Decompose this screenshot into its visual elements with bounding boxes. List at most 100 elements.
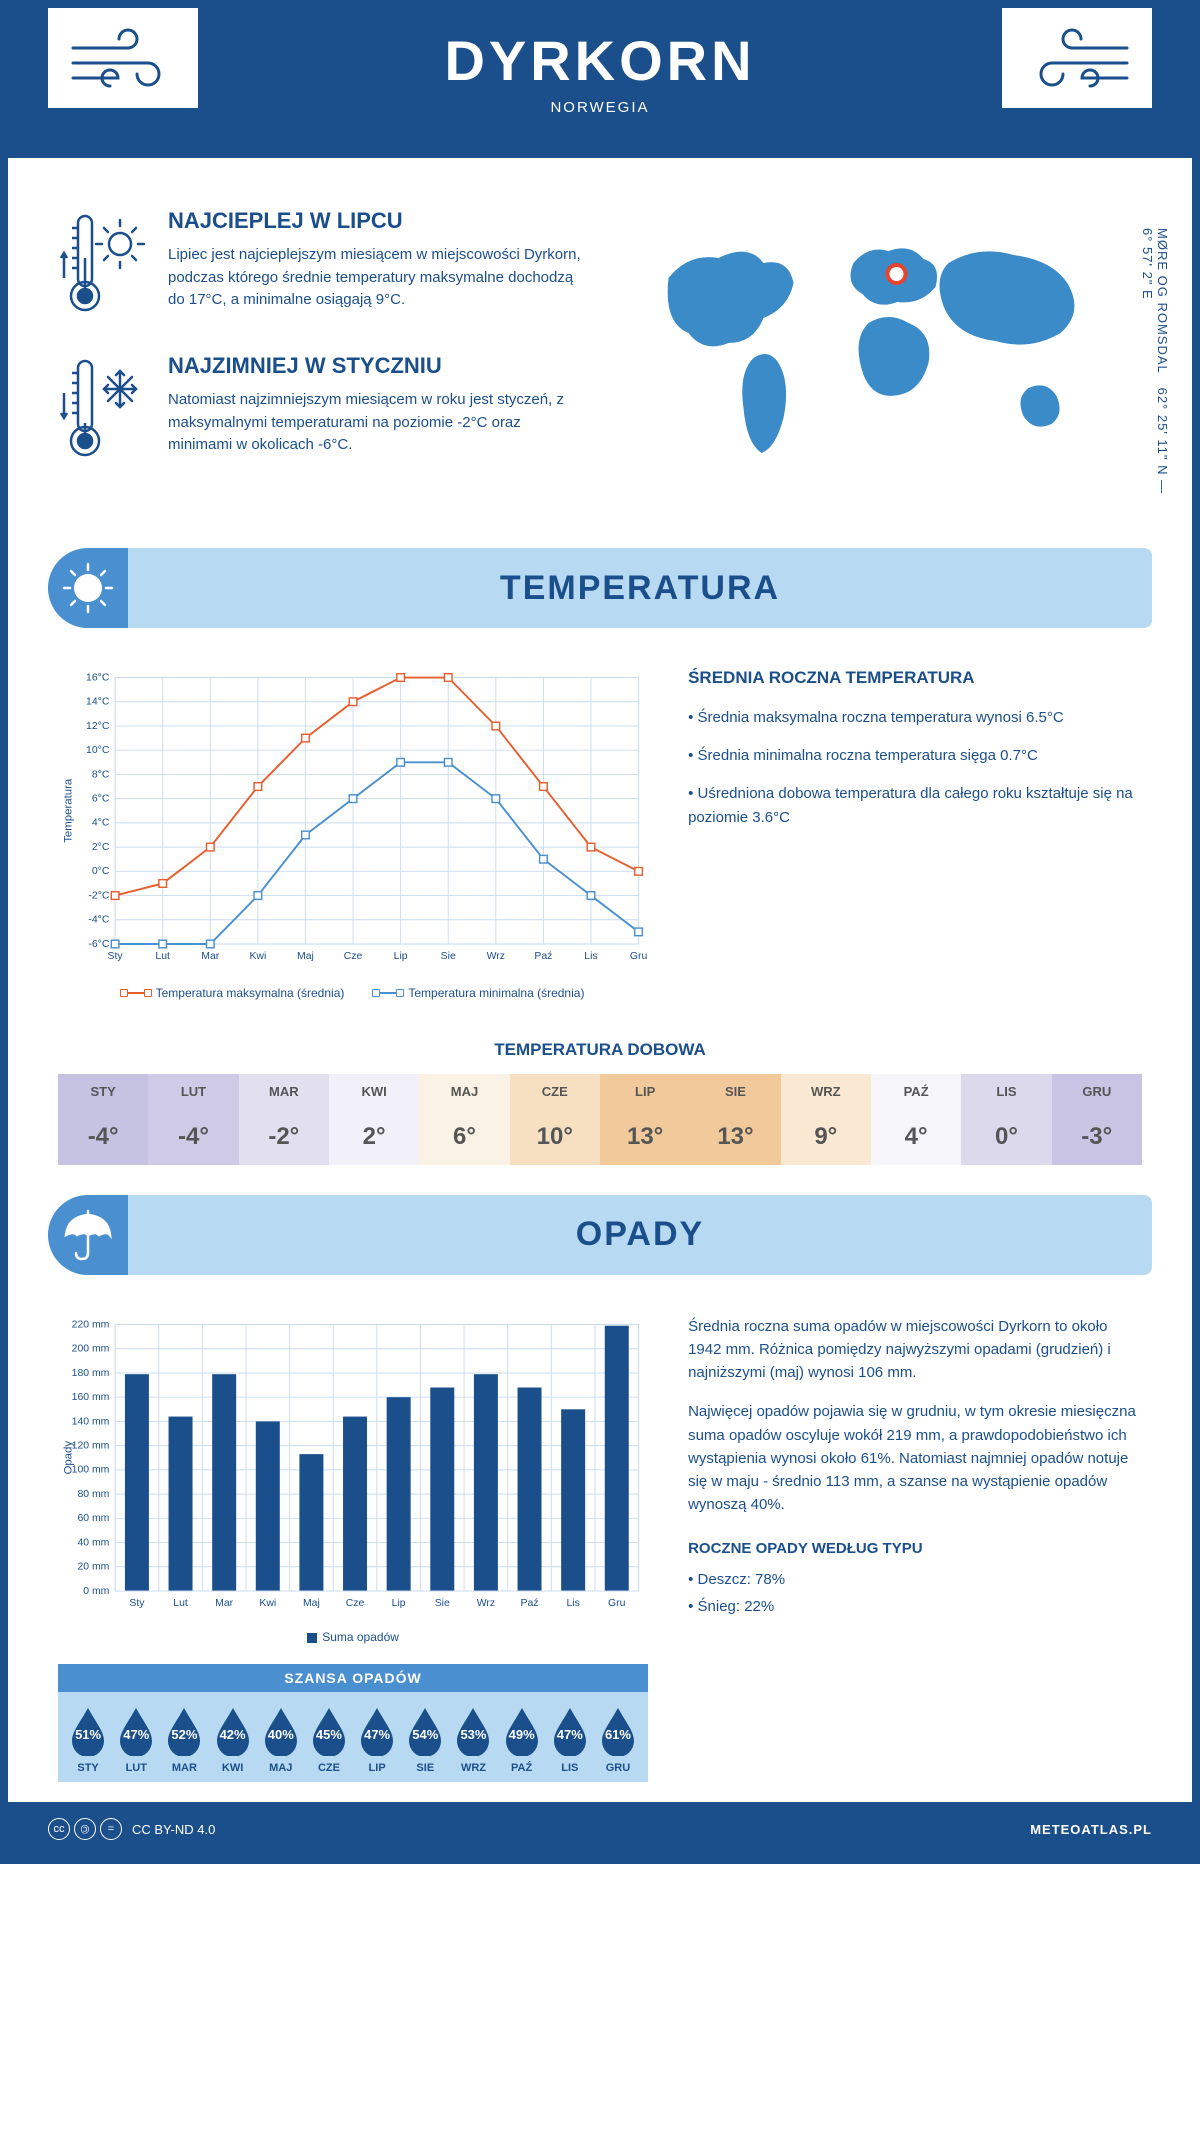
daily-temp-value: 2° — [329, 1109, 419, 1165]
chance-month-label: LIS — [546, 1762, 594, 1774]
thermometer-snow-icon — [58, 353, 148, 468]
precip-chance-block: SZANSA OPADÓW 51%STY47%LUT52%MAR42%KWI40… — [58, 1664, 648, 1782]
raindrop-icon: 49% — [501, 1704, 543, 1756]
svg-text:Wrz: Wrz — [487, 951, 505, 962]
daily-cell: SIE13° — [690, 1074, 780, 1165]
daily-temp-value: 13° — [600, 1109, 690, 1165]
raindrop-icon: 42% — [212, 1704, 254, 1756]
temperature-legend: Temperatura maksymalna (średnia) Tempera… — [58, 986, 648, 1000]
daily-month-label: WRZ — [781, 1074, 871, 1109]
svg-text:60 mm: 60 mm — [77, 1513, 109, 1524]
daily-temp-value: -4° — [148, 1109, 238, 1165]
daily-temp-table: STY-4°LUT-4°MAR-2°KWI2°MAJ6°CZE10°LIP13°… — [58, 1074, 1142, 1165]
warmest-title: NAJCIEPLEJ W LIPCU — [168, 208, 585, 234]
footer-site: METEOATLAS.PL — [1030, 1822, 1152, 1837]
precip-paragraph: Najwięcej opadów pojawia się w grudniu, … — [688, 1400, 1142, 1516]
chance-month-label: STY — [64, 1762, 112, 1774]
daily-month-label: STY — [58, 1074, 148, 1109]
chance-cell: 42% KWI — [209, 1704, 257, 1774]
daily-temp-title: TEMPERATURA DOBOWA — [8, 1040, 1192, 1060]
precip-summary: Średnia roczna suma opadów w miejscowośc… — [688, 1315, 1142, 1783]
page-title: DYRKORN — [198, 28, 1002, 93]
precip-bar-legend: Suma opadów — [58, 1630, 648, 1644]
daily-cell: LIS0° — [961, 1074, 1051, 1165]
world-map — [615, 208, 1142, 488]
svg-text:Temperatura: Temperatura — [62, 778, 74, 843]
precip-paragraph: Średnia roczna suma opadów w miejscowośc… — [688, 1315, 1142, 1385]
daily-cell: GRU-3° — [1052, 1074, 1142, 1165]
daily-temp-value: -3° — [1052, 1109, 1142, 1165]
chance-cell: 49% PAŹ — [498, 1704, 546, 1774]
chance-month-label: KWI — [209, 1762, 257, 1774]
svg-text:40 mm: 40 mm — [77, 1537, 109, 1548]
svg-text:120 mm: 120 mm — [72, 1440, 110, 1451]
chance-month-label: WRZ — [449, 1762, 497, 1774]
svg-text:Kwi: Kwi — [249, 951, 266, 962]
chance-cell: 47%LIS — [546, 1704, 594, 1774]
svg-text:2°C: 2°C — [92, 842, 110, 853]
svg-text:80 mm: 80 mm — [77, 1489, 109, 1500]
svg-text:8°C: 8°C — [92, 769, 110, 780]
chance-month-label: CZE — [305, 1762, 353, 1774]
legend-max: Temperatura maksymalna (średnia) — [122, 986, 345, 1000]
chance-value: 42% — [220, 1727, 246, 1742]
chance-month-label: PAŹ — [498, 1762, 546, 1774]
raindrop-icon: 61% — [597, 1704, 639, 1756]
chance-value: 52% — [171, 1727, 197, 1742]
daily-temp-value: 13° — [690, 1109, 780, 1165]
chance-cell: 40%MAJ — [257, 1704, 305, 1774]
svg-text:20 mm: 20 mm — [77, 1561, 109, 1572]
svg-text:16°C: 16°C — [86, 672, 110, 683]
daily-month-label: LIP — [600, 1074, 690, 1109]
chance-value: 54% — [412, 1727, 438, 1742]
legend-min: Temperatura minimalna (średnia) — [374, 986, 584, 1000]
chance-cell: 45% CZE — [305, 1704, 353, 1774]
raindrop-icon: 45% — [308, 1704, 350, 1756]
thermometer-sun-icon — [58, 208, 148, 323]
temperature-content: -6°C-4°C-2°C0°C2°C4°C6°C8°C10°C12°C14°C1… — [8, 648, 1192, 1020]
svg-text:Paź: Paź — [534, 951, 552, 962]
coldest-text: NAJZIMNIEJ W STYCZNIU Natomiast najzimni… — [168, 353, 585, 468]
raindrop-icon: 51% — [67, 1704, 109, 1756]
raindrop-icon: 47% — [356, 1704, 398, 1756]
raindrop-icon: 40% — [260, 1704, 302, 1756]
raindrop-icon: 47% — [115, 1704, 157, 1756]
temperature-chart: -6°C-4°C-2°C0°C2°C4°C6°C8°C10°C12°C14°C1… — [58, 668, 648, 1000]
footer-license: cc 🄯 = CC BY-ND 4.0 — [48, 1818, 215, 1840]
chance-value: 61% — [605, 1727, 631, 1742]
svg-text:Gru: Gru — [630, 951, 648, 962]
daily-temp-value: -4° — [58, 1109, 148, 1165]
precip-title: OPADY — [128, 1215, 1152, 1254]
cc-icon: cc — [48, 1818, 70, 1840]
svg-text:100 mm: 100 mm — [72, 1464, 110, 1475]
daily-cell: WRZ9° — [781, 1074, 871, 1165]
daily-month-label: MAJ — [419, 1074, 509, 1109]
coldest-body: Natomiast najzimniejszym miesiącem w rok… — [168, 389, 585, 457]
chance-value: 49% — [509, 1727, 535, 1742]
chance-cell: 53%WRZ — [449, 1704, 497, 1774]
svg-text:Mar: Mar — [201, 951, 220, 962]
chance-value: 47% — [364, 1727, 390, 1742]
precip-type-item: • Śnieg: 22% — [688, 1595, 1142, 1618]
svg-text:180 mm: 180 mm — [72, 1367, 110, 1378]
svg-text:Lip: Lip — [392, 1598, 406, 1609]
coldest-title: NAJZIMNIEJ W STYCZNIU — [168, 353, 585, 379]
svg-text:Mar: Mar — [215, 1598, 234, 1609]
daily-month-label: PAŹ — [871, 1074, 961, 1109]
daily-month-label: GRU — [1052, 1074, 1142, 1109]
svg-text:0 mm: 0 mm — [83, 1585, 109, 1596]
temp-bullet: • Średnia maksymalna roczna temperatura … — [688, 706, 1142, 730]
coordinates-label: MØRE OG ROMSDAL 62° 25' 11" N — 6° 57' 2… — [1140, 228, 1170, 498]
chance-cell: 47%LUT — [112, 1704, 160, 1774]
svg-text:4°C: 4°C — [92, 818, 110, 829]
svg-text:Paź: Paź — [521, 1598, 539, 1609]
svg-text:14°C: 14°C — [86, 697, 110, 708]
chance-month-label: SIE — [401, 1762, 449, 1774]
svg-text:6°C: 6°C — [92, 794, 110, 805]
intro-text-column: NAJCIEPLEJ W LIPCU Lipiec jest najcieple… — [58, 208, 585, 498]
chance-cell: 51% STY — [64, 1704, 112, 1774]
chance-value: 47% — [123, 1727, 149, 1742]
svg-text:Kwi: Kwi — [259, 1598, 276, 1609]
daily-month-label: MAR — [239, 1074, 329, 1109]
svg-text:Sty: Sty — [108, 951, 124, 962]
